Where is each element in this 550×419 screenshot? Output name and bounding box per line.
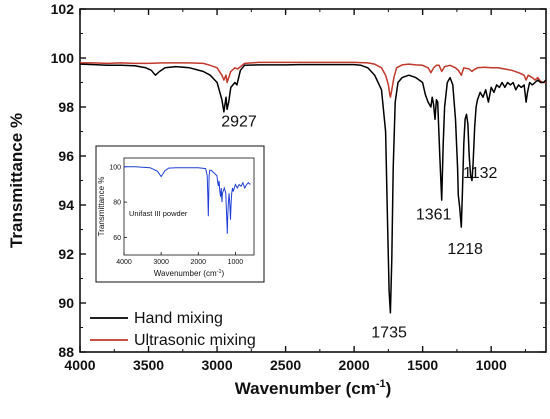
peak-label: 2927 [221, 114, 257, 131]
axis-ticks: 4000 3500 3000 2500 2000 1500 1000 88 90 92 94 96 98… [51, 1, 546, 373]
y-tick-label: 90 [58, 295, 74, 311]
inset-x-tick-label: 3000 [153, 259, 169, 266]
inset-x-axis-title: Wavenumber (cm-1) [154, 269, 225, 278]
inset-x-tick-label: 1000 [228, 259, 244, 266]
inset-series-line [124, 166, 251, 234]
series-line-hand-mixing [79, 63, 547, 314]
x-tick-label: 3000 [201, 357, 232, 373]
y-tick-label: 102 [51, 1, 75, 17]
x-tick-label: 1500 [407, 357, 438, 373]
inset-frame [123, 157, 255, 256]
inset-x-axis-title-sup: -1 [217, 269, 222, 275]
inset-y-tick-label: 80 [113, 200, 121, 207]
inset-x-axis-title-end: ) [222, 269, 225, 278]
x-tick-label: 2000 [339, 357, 370, 373]
inset-x-axis-title-main: Wavenumber (cm [154, 269, 217, 278]
x-tick-label: 1000 [476, 357, 507, 373]
legend: Hand mixing Ultrasonic mixing [90, 310, 256, 349]
inset-x-tick-label: 2000 [190, 259, 206, 266]
peak-label: 1361 [416, 207, 452, 224]
y-tick-label: 88 [58, 344, 74, 360]
peak-label: 1132 [463, 165, 498, 182]
y-tick-label: 98 [58, 99, 74, 115]
peak-label: 1735 [371, 324, 407, 341]
legend-label: Hand mixing [134, 310, 223, 327]
y-axis-title: Transmittance % [7, 113, 26, 248]
x-axis-title-end: ) [386, 379, 392, 398]
x-axis-title: Wavenumber (cm-1) [235, 378, 392, 398]
axis-titles: Wavenumber (cm-1)Transmittance % [7, 113, 391, 398]
inset-chart: 4000 3000 2000 1000 60 80 100 Unifast III powde… [95, 145, 265, 283]
x-axis-title-main: Wavenumber (cm [235, 379, 376, 398]
inset-sample-label: Unifast III powder [129, 209, 188, 218]
y-tick-label: 100 [51, 50, 75, 66]
x-axis-title-sup: -1 [376, 378, 386, 390]
inset-x-tick-label: 4000 [116, 259, 132, 266]
x-tick-label: 2500 [270, 357, 301, 373]
inset-y-tick-label: 60 [113, 235, 121, 242]
y-tick-label: 96 [58, 148, 74, 164]
series-line-ultrasonic-mixing [80, 61, 546, 98]
x-tick-label: 3500 [133, 357, 164, 373]
x-tick-label: 4000 [64, 357, 95, 373]
y-tick-label: 92 [58, 246, 74, 262]
peak-label: 1218 [447, 241, 483, 258]
inset-y-tick-label: 100 [109, 164, 121, 171]
peak-annotations: 2927 1735 1361 1218 1132 [221, 114, 497, 342]
y-tick-label: 94 [58, 197, 74, 213]
legend-label: Ultrasonic mixing [134, 332, 256, 349]
series-group [79, 61, 547, 314]
inset-y-axis-title: Transmittance % [97, 177, 106, 237]
